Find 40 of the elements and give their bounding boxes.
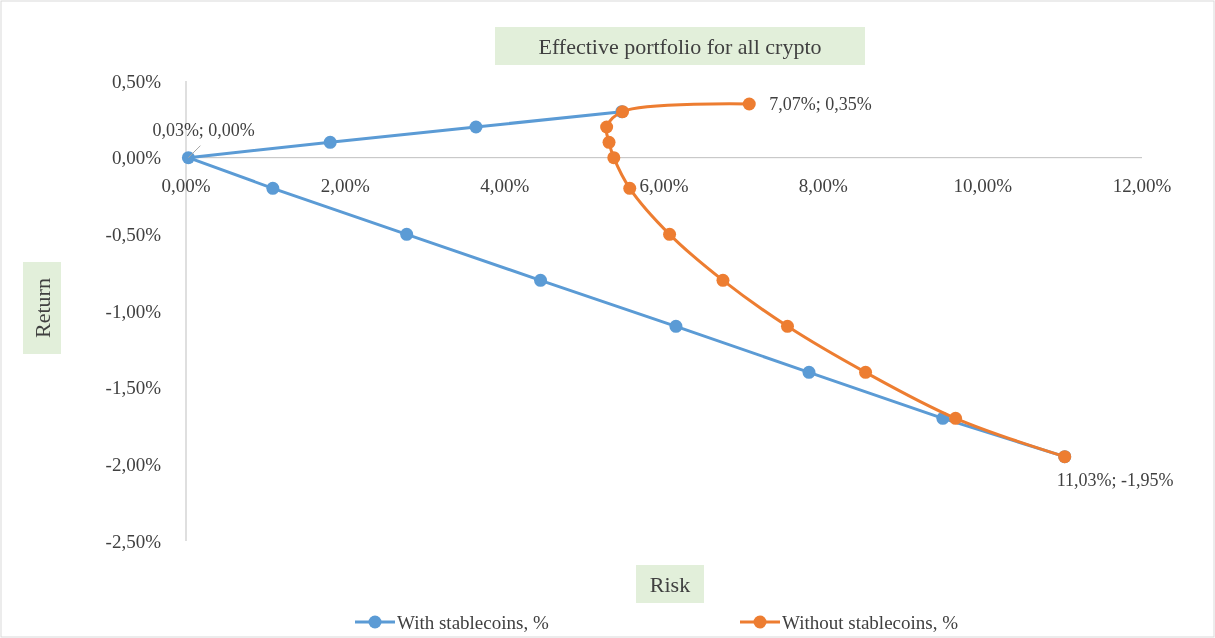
point — [323, 135, 337, 149]
legend-label: With stablecoins, % — [397, 611, 549, 633]
annotation: 0,03%; 0,00% — [152, 119, 255, 140]
y-tick-label: -1,00% — [105, 300, 162, 322]
chart-title: Effective portfolio for all crypto — [538, 34, 822, 59]
annotation: 7,07%; 0,35% — [769, 94, 872, 114]
point — [266, 181, 280, 195]
y-axis-title: Return — [30, 278, 55, 338]
y-tick-label: -2,50% — [105, 530, 162, 552]
y-tick-label: -1,50% — [105, 377, 162, 399]
x-tick-label: 12,00% — [1112, 174, 1172, 196]
point — [400, 227, 414, 241]
y-tick-label: 0,00% — [111, 147, 162, 169]
point — [602, 135, 616, 149]
y-tick-label: -2,00% — [105, 453, 162, 475]
y-tick-label: 0,50% — [111, 70, 162, 92]
point — [742, 97, 756, 111]
x-tick-label: 4,00% — [480, 174, 530, 196]
annotation: 11,03%; -1,95% — [1056, 469, 1174, 490]
x-tick-label: 0,00% — [161, 174, 211, 196]
point — [623, 181, 637, 195]
point — [669, 319, 683, 333]
x-axis-title: Risk — [649, 572, 691, 597]
point — [469, 120, 483, 134]
point — [802, 365, 816, 379]
point — [859, 365, 873, 379]
y-tick-label: -0,50% — [105, 223, 162, 245]
x-tick-label: 6,00% — [639, 174, 689, 196]
x-tick-label: 2,00% — [320, 174, 371, 196]
x-tick-label: 8,00% — [798, 174, 849, 196]
point — [607, 151, 621, 165]
point — [780, 319, 794, 333]
legend-label: Without stablecoins, % — [782, 611, 959, 633]
point — [181, 151, 195, 165]
point — [949, 411, 963, 425]
point — [534, 273, 548, 287]
point — [716, 273, 730, 287]
point — [600, 120, 614, 134]
x-tick-label: 10,00% — [953, 174, 1013, 196]
point — [663, 227, 677, 241]
